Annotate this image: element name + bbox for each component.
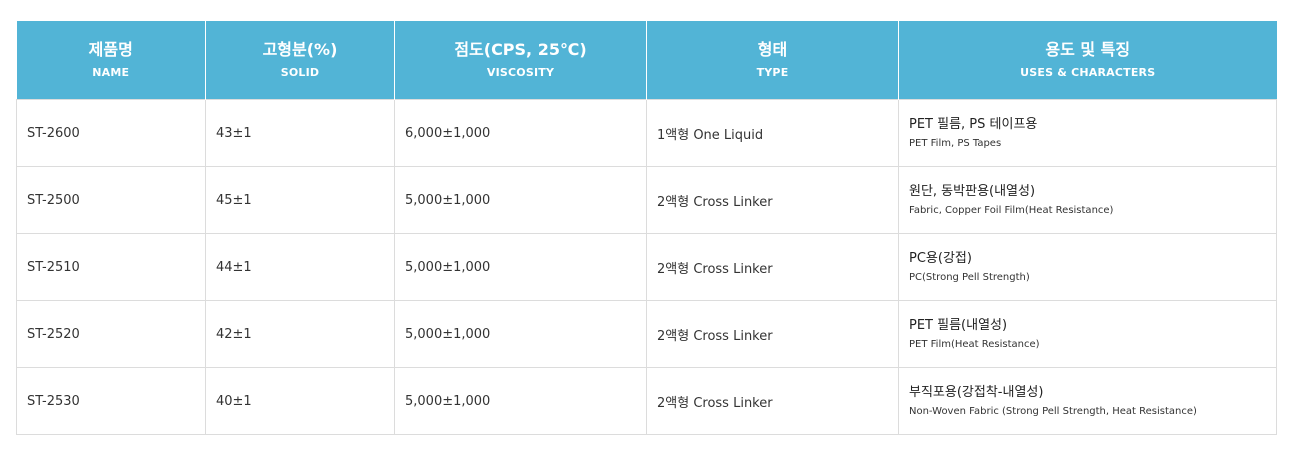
uses-en: PET Film, PS Tapes	[909, 137, 1002, 149]
cell-type: 1액형 One Liquid	[646, 99, 899, 167]
header-uses: 용도 및 특징 USES & CHARACTERS	[898, 21, 1277, 100]
uses-ko: PC용(강접)	[909, 250, 972, 266]
uses-ko: 부직포용(강접착-내열성)	[909, 384, 1044, 400]
product-spec-table-wrapper: 제품명 NAME 고형분(%) SOLID 점도(CPS, 25℃) VISCO…	[16, 21, 1277, 435]
header-name-en: NAME	[92, 66, 130, 79]
uses-en: Fabric, Copper Foil Film(Heat Resistance…	[909, 204, 1114, 216]
uses-en: PET Film(Heat Resistance)	[909, 338, 1040, 350]
table-row: ST-2600 43±1 6,000±1,000 1액형 One Liquid …	[16, 99, 1277, 167]
uses-ko: PET 필름(내열성)	[909, 317, 1008, 333]
cell-solid: 43±1	[205, 99, 395, 167]
cell-solid: 42±1	[205, 300, 395, 368]
cell-uses: PET 필름(내열성) PET Film(Heat Resistance)	[898, 300, 1277, 368]
header-type-en: TYPE	[756, 66, 789, 79]
cell-type: 2액형 Cross Linker	[646, 166, 899, 234]
header-name-ko: 제품명	[88, 40, 133, 59]
cell-viscosity: 6,000±1,000	[394, 99, 647, 167]
header-name: 제품명 NAME	[16, 21, 206, 100]
cell-viscosity: 5,000±1,000	[394, 300, 647, 368]
product-spec-table: 제품명 NAME 고형분(%) SOLID 점도(CPS, 25℃) VISCO…	[16, 21, 1277, 435]
table-row: ST-2520 42±1 5,000±1,000 2액형 Cross Linke…	[16, 300, 1277, 368]
uses-ko: PET 필름, PS 테이프용	[909, 116, 1038, 132]
cell-uses: 원단, 동박판용(내열성) Fabric, Copper Foil Film(H…	[898, 166, 1277, 234]
uses-en: Non-Woven Fabric (Strong Pell Strength, …	[909, 405, 1197, 417]
cell-solid: 45±1	[205, 166, 395, 234]
table-row: ST-2510 44±1 5,000±1,000 2액형 Cross Linke…	[16, 233, 1277, 301]
table-header-row: 제품명 NAME 고형분(%) SOLID 점도(CPS, 25℃) VISCO…	[16, 21, 1277, 100]
header-solid-ko: 고형분(%)	[262, 40, 338, 59]
header-viscosity-en: VISCOSITY	[486, 66, 555, 79]
cell-viscosity: 5,000±1,000	[394, 367, 647, 435]
header-type: 형태 TYPE	[646, 21, 899, 100]
cell-name: ST-2510	[16, 233, 206, 301]
uses-en: PC(Strong Pell Strength)	[909, 271, 1030, 283]
header-viscosity-ko: 점도(CPS, 25℃)	[454, 40, 587, 59]
cell-type: 2액형 Cross Linker	[646, 300, 899, 368]
uses-ko: 원단, 동박판용(내열성)	[909, 183, 1036, 199]
header-solid: 고형분(%) SOLID	[205, 21, 395, 100]
cell-viscosity: 5,000±1,000	[394, 166, 647, 234]
header-viscosity: 점도(CPS, 25℃) VISCOSITY	[394, 21, 647, 100]
header-solid-en: SOLID	[280, 66, 320, 79]
table-row: ST-2500 45±1 5,000±1,000 2액형 Cross Linke…	[16, 166, 1277, 234]
cell-solid: 40±1	[205, 367, 395, 435]
header-type-ko: 형태	[757, 40, 788, 59]
cell-type: 2액형 Cross Linker	[646, 233, 899, 301]
cell-solid: 44±1	[205, 233, 395, 301]
cell-uses: 부직포용(강접착-내열성) Non-Woven Fabric (Strong P…	[898, 367, 1277, 435]
table-row: ST-2530 40±1 5,000±1,000 2액형 Cross Linke…	[16, 367, 1277, 435]
cell-type: 2액형 Cross Linker	[646, 367, 899, 435]
cell-name: ST-2500	[16, 166, 206, 234]
cell-viscosity: 5,000±1,000	[394, 233, 647, 301]
cell-name: ST-2600	[16, 99, 206, 167]
header-uses-en: USES & CHARACTERS	[1020, 66, 1156, 79]
header-uses-ko: 용도 및 특징	[1045, 40, 1131, 59]
cell-name: ST-2530	[16, 367, 206, 435]
cell-name: ST-2520	[16, 300, 206, 368]
cell-uses: PC용(강접) PC(Strong Pell Strength)	[898, 233, 1277, 301]
cell-uses: PET 필름, PS 테이프용 PET Film, PS Tapes	[898, 99, 1277, 167]
